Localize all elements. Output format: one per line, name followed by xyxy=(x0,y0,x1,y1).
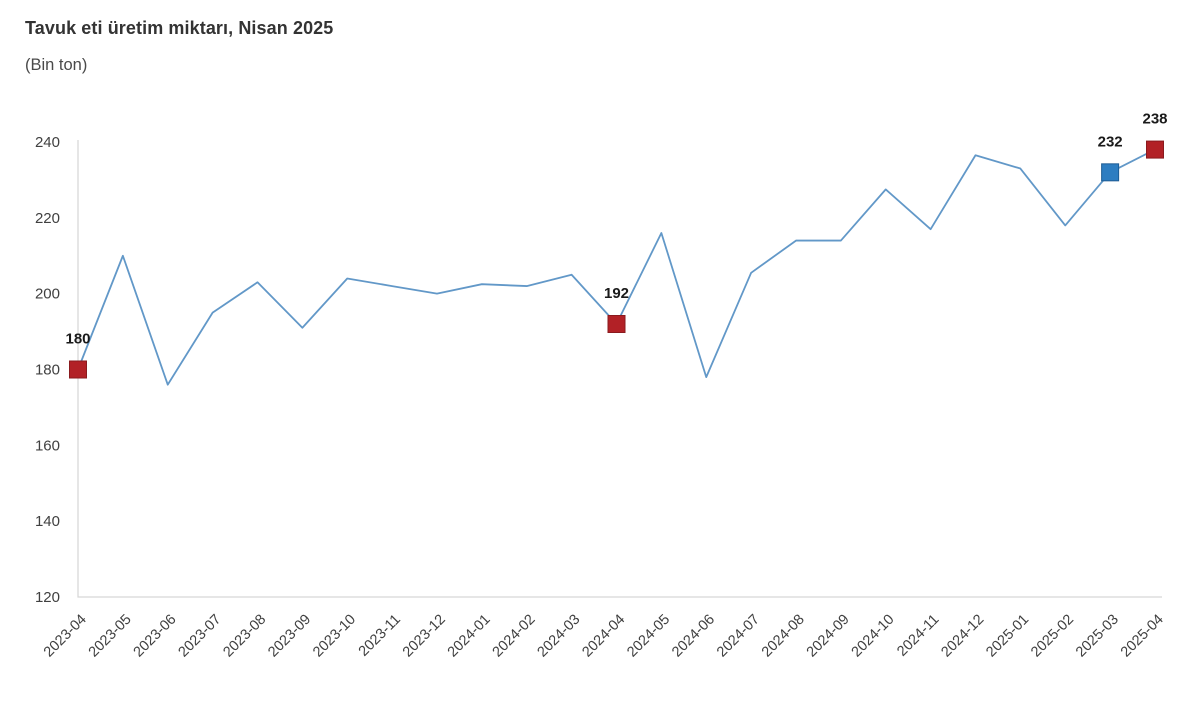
x-tick-label: 2025-03 xyxy=(1073,612,1122,661)
x-tick-label: 2024-09 xyxy=(804,612,853,661)
chart-title: Tavuk eti üretim miktarı, Nisan 2025 xyxy=(25,18,334,38)
x-tick-label: 2025-01 xyxy=(983,612,1032,661)
marker-value-label: 232 xyxy=(1098,133,1123,150)
x-tick-label: 2023-09 xyxy=(265,612,314,661)
x-tick-label: 2024-06 xyxy=(669,612,718,661)
axis-lines xyxy=(77,140,1162,598)
y-tick-label: 180 xyxy=(35,362,60,379)
y-tick-label: 120 xyxy=(35,589,60,606)
y-tick-label: 160 xyxy=(35,437,60,454)
x-tick-label: 2023-12 xyxy=(400,612,449,661)
x-tick-label: 2023-04 xyxy=(41,612,90,661)
x-tick-label: 2023-07 xyxy=(176,612,225,661)
x-tick-label: 2024-10 xyxy=(849,612,898,661)
y-tick-label: 140 xyxy=(35,513,60,530)
x-tick-label: 2025-04 xyxy=(1118,612,1167,661)
x-tick-label: 2024-08 xyxy=(759,612,808,661)
x-tick-label: 2023-06 xyxy=(131,612,180,661)
data-marker-2025-04 xyxy=(1146,140,1164,159)
x-tick-label: 2023-10 xyxy=(310,612,359,661)
data-marker-2025-03 xyxy=(1101,163,1120,182)
x-tick-label: 2025-02 xyxy=(1028,612,1077,661)
x-tick-label: 2023-05 xyxy=(86,612,135,661)
y-tick-label: 240 xyxy=(35,134,60,151)
chart-subtitle: (Bin ton) xyxy=(25,56,88,74)
y-tick-label: 220 xyxy=(35,210,60,227)
x-tick-label: 2024-12 xyxy=(938,612,987,661)
series-line xyxy=(77,148,1156,386)
x-tick-label: 2023-11 xyxy=(356,612,404,660)
x-tick-label: 2024-01 xyxy=(445,612,494,661)
x-tick-label: 2023-08 xyxy=(220,612,269,661)
x-tick-label: 2024-02 xyxy=(490,612,539,661)
x-tick-label: 2024-04 xyxy=(579,612,628,661)
marker-value-label: 192 xyxy=(604,285,629,302)
marker-value-label: 180 xyxy=(65,331,90,348)
x-tick-label: 2024-03 xyxy=(535,612,584,661)
x-tick-label: 2024-05 xyxy=(624,612,673,661)
x-tick-label: 2024-11 xyxy=(894,612,942,660)
data-marker-2023-04 xyxy=(69,360,87,379)
marker-value-label: 238 xyxy=(1142,111,1167,128)
y-tick-label: 200 xyxy=(35,286,60,303)
data-marker-2024-04 xyxy=(607,315,626,333)
x-tick-label: 2024-07 xyxy=(714,612,763,661)
